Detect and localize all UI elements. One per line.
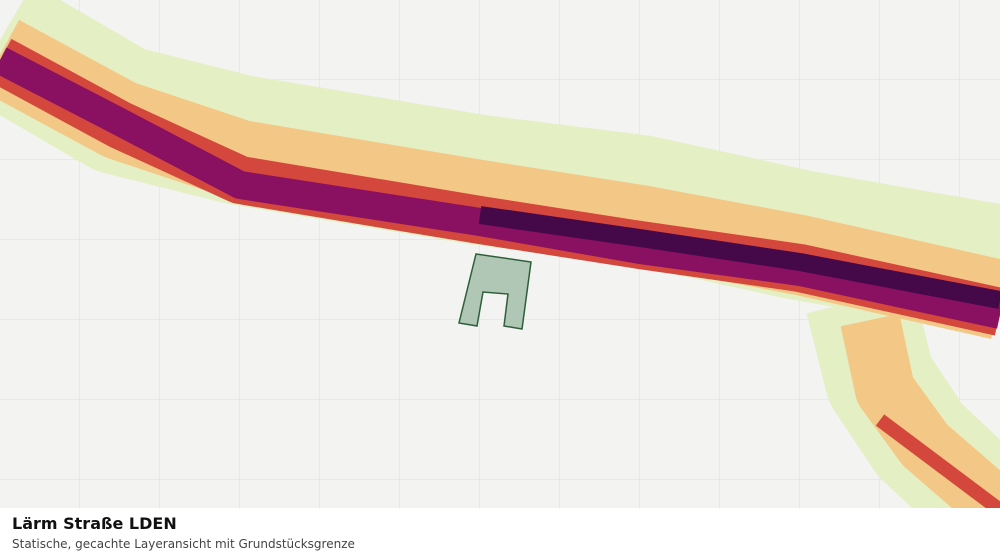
caption-bar: Lärm Straße LDEN Statische, gecachte Lay… <box>0 508 1000 560</box>
noise-band-extreme <box>478 206 1000 309</box>
noise-band-high <box>875 414 1000 508</box>
map-canvas <box>0 0 1000 508</box>
parcel-boundary[interactable] <box>458 253 532 330</box>
noise-layer <box>0 0 1000 508</box>
layer-subtitle: Statische, gecachte Layeransicht mit Gru… <box>12 537 355 551</box>
layer-title: Lärm Straße LDEN <box>12 514 177 533</box>
